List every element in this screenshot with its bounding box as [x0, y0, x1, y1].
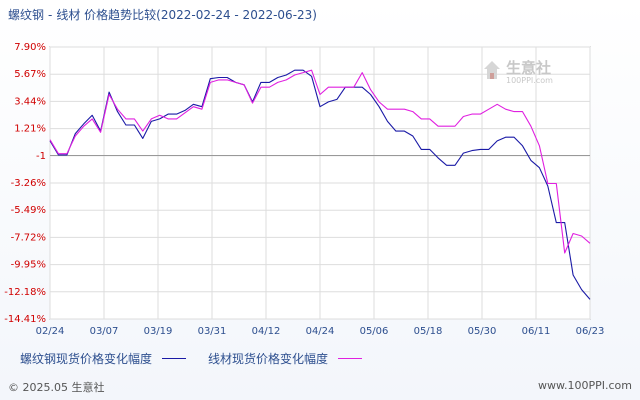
house-icon — [484, 61, 500, 79]
legend-swatch-series-1 — [162, 358, 187, 359]
x-tick-label: 05/18 — [414, 326, 443, 337]
legend-label-series-2: 线材现货价格变化幅度 — [208, 352, 329, 366]
y-tick-label: 7.90% — [14, 42, 46, 53]
watermark-name: 生意社 — [506, 59, 551, 77]
y-tick-label: -3.26% — [11, 178, 46, 189]
legend-swatch-series-2 — [338, 358, 363, 359]
x-tick-label: 02/24 — [36, 326, 65, 337]
x-tick-label: 06/23 — [576, 326, 605, 337]
series-layer — [49, 69, 591, 300]
watermark-logo: 生意社 100PPI.com — [484, 59, 553, 85]
x-tick-label: 03/19 — [144, 326, 173, 337]
x-tick-label: 03/31 — [198, 326, 227, 337]
y-tick-label: -12.18% — [4, 287, 46, 298]
legend-label-series-1: 螺纹钢现货价格变化幅度 — [20, 352, 153, 366]
series-line-1 — [49, 69, 591, 300]
title-separator: - — [48, 8, 53, 22]
site-url-link[interactable]: www.100PPI.com — [538, 379, 632, 392]
y-tick-label: 5.67% — [14, 69, 46, 80]
y-tick-label: -14.41% — [4, 314, 46, 325]
tick-layer: 7.90% 5.67% 3.44% 1.21% -1 -3.26% -5.49% -7.72%… — [4, 42, 604, 337]
line-chart: 7.90% 5.67% 3.44% 1.21% -1 -3.26% -5.49% -7.72%… — [4, 42, 604, 337]
chart-title: 螺纹钢 - 线材 价格趋势比较(2022-02-24 - 2022-06-23) — [8, 6, 317, 23]
x-tick-label: 06/11 — [522, 326, 551, 337]
y-tick-label: 1.21% — [14, 124, 46, 135]
series-line-2 — [49, 69, 591, 254]
x-tick-label: 03/07 — [90, 326, 119, 337]
chart-legend: 螺纹钢现货价格变化幅度 线材现货价格变化幅度 — [20, 350, 363, 367]
title-right: 线材 价格趋势比较(2022-02-24 - 2022-06-23) — [56, 8, 317, 22]
y-tick-label: -5.49% — [11, 205, 46, 216]
footer: © 2025.05 生意社 www.100PPI.com — [8, 379, 632, 395]
x-tick-label: 05/06 — [360, 326, 389, 337]
x-tick-label: 05/30 — [468, 326, 497, 337]
y-tick-label: -9.95% — [11, 260, 46, 271]
x-tick-label: 04/12 — [252, 326, 281, 337]
watermark-url: 100PPI.com — [506, 76, 553, 85]
y-tick-label: -1 — [36, 151, 46, 162]
x-tick-label: 04/24 — [306, 326, 335, 337]
copyright-text: © 2025.05 生意社 — [8, 381, 105, 394]
y-tick-label: -7.72% — [11, 232, 46, 243]
y-tick-label: 3.44% — [14, 96, 46, 107]
title-left: 螺纹钢 — [8, 8, 45, 22]
